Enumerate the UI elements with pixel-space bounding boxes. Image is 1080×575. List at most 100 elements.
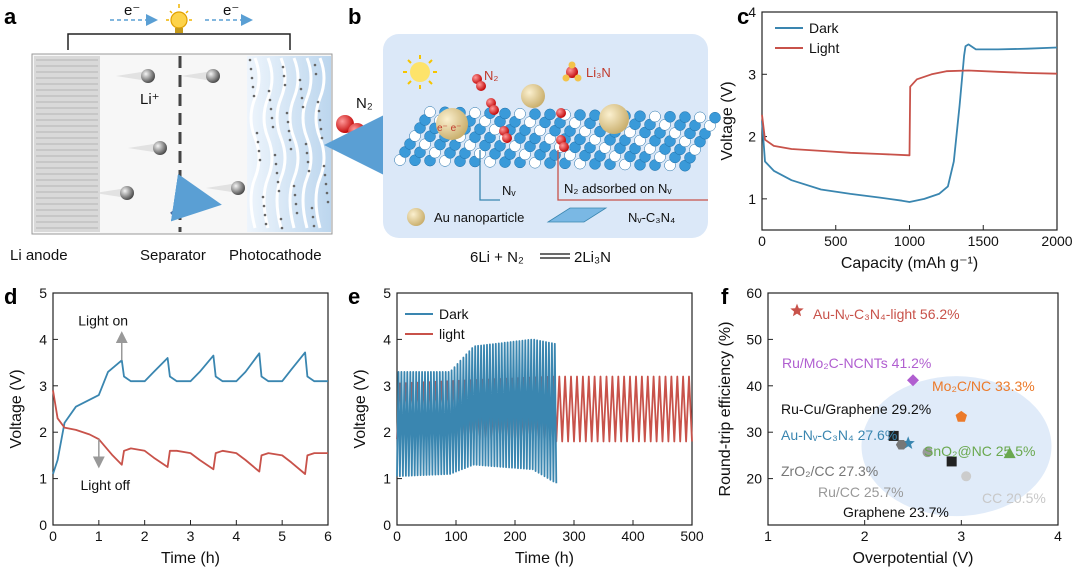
- y-tick-label: 3: [383, 378, 391, 394]
- cathode-particle: [325, 191, 329, 195]
- cathode-particle: [322, 164, 326, 168]
- au-nanoparticle-2: [521, 84, 545, 108]
- point-label: ZrO₂/CC 27.3%: [781, 463, 878, 479]
- electron-label-right: e⁻: [223, 2, 239, 19]
- cathode-particle: [267, 89, 271, 93]
- cathode-particle: [316, 100, 320, 104]
- b-legend-c3n4: Nᵥ-C₃N₄: [628, 210, 675, 225]
- adsorbed-leader-line: [557, 150, 708, 201]
- chart-c: 0 500 1000 1500 2000 1 2 3 4 Capacity (mAh g⁻¹) Vo…: [719, 4, 1073, 272]
- y-tick-label: 4: [748, 4, 756, 20]
- cathode-particle: [320, 136, 324, 140]
- marker-hexagon: [895, 440, 907, 450]
- y-tick-label: 60: [746, 285, 762, 301]
- cathode-particle: [276, 180, 280, 184]
- li-ion-trail: [95, 188, 127, 198]
- y-tick-label: 0: [39, 517, 47, 533]
- cathode-particle: [286, 120, 290, 124]
- x-tick-label: 1: [764, 528, 772, 544]
- cathode-particle: [326, 200, 330, 204]
- x-tick-label: 2: [861, 528, 869, 544]
- cathode-particle: [317, 109, 321, 113]
- marker-circle: [922, 447, 933, 458]
- cathode-particle: [256, 140, 260, 144]
- x-tick-label: 500: [680, 528, 704, 544]
- legend-label-dark: Dark: [439, 306, 470, 322]
- panel-letter-f: f: [721, 284, 729, 309]
- n2-molecule-icon: [336, 115, 366, 141]
- cathode-particle: [275, 171, 279, 175]
- x-tick-label: 100: [444, 528, 468, 544]
- lattice-atom: [589, 109, 601, 122]
- external-wire: [67, 33, 291, 50]
- y-axis-label: Round-trip efficiency (%): [717, 322, 734, 497]
- y-tick-label: 2: [39, 424, 47, 440]
- x-tick-label: 5: [278, 528, 286, 544]
- li-ion-ball: [141, 69, 155, 83]
- plot-frame: [396, 292, 693, 526]
- label-separator: Separator: [140, 247, 206, 264]
- cathode-particle: [310, 206, 314, 210]
- marker-diamond: [907, 374, 919, 387]
- x-tick-label: 1000: [894, 233, 925, 249]
- y-axis-label: Voltage (V): [352, 369, 369, 448]
- cathode-particle: [257, 149, 261, 153]
- cathode-particle: [271, 125, 275, 129]
- cathode-particle: [281, 65, 285, 69]
- x-tick-label: 500: [824, 233, 848, 249]
- chart-f: 1 2 3 4 20 30 40 50 60 Overpotential (V) Round-tri…: [717, 285, 1062, 567]
- li3n-molecule-icon: [562, 61, 582, 82]
- point-label: Ru/Mo₂C-NCNTs 41.2%: [782, 355, 931, 371]
- cathode-particle: [283, 83, 287, 87]
- chart-d: 0 1 2 3 4 5 6 0 1 2 3 4 5 Time (h) Voltage (V) Light on…: [8, 285, 332, 567]
- y-tick-label: 3: [39, 378, 47, 394]
- y-axis-label: Voltage (V): [8, 369, 25, 448]
- c3n4-lattice: [394, 106, 721, 172]
- y-tick-label: 20: [746, 471, 762, 487]
- lattice-atom: [514, 108, 526, 120]
- cathode-particle: [294, 202, 298, 206]
- marker-pentagon: [955, 410, 967, 422]
- lightbulb-icon: [166, 4, 192, 33]
- y-tick-label: 30: [746, 424, 762, 440]
- li-ion-ball: [120, 186, 134, 200]
- cathode-particle: [312, 224, 316, 228]
- label-li-anode: Li anode: [10, 247, 68, 264]
- y-tick-label: 2: [383, 424, 391, 440]
- lattice-atom: [424, 106, 436, 118]
- legend-label-dark: Dark: [809, 20, 840, 36]
- b-nv-label: Nᵥ: [502, 183, 516, 198]
- cathode-particle: [250, 76, 254, 80]
- y-tick-label: 3: [748, 66, 756, 82]
- cathode-fiber: [288, 57, 300, 229]
- legend-au-icon: [407, 208, 425, 226]
- cathode-particle: [248, 58, 252, 62]
- cathode-particle: [255, 131, 259, 135]
- y-tick-label: 4: [39, 331, 47, 347]
- x-axis-label: Capacity (mAh g⁻¹): [841, 255, 978, 272]
- series-line-dark: [396, 338, 558, 484]
- panel-letter-c: c: [737, 4, 749, 29]
- x-tick-label: 2000: [1041, 233, 1072, 249]
- x-tick-label: 0: [393, 528, 401, 544]
- marker-square: [888, 430, 899, 441]
- cathode-particle: [277, 189, 281, 193]
- ion-flow-arrow: [170, 173, 222, 222]
- cathode-particle: [311, 215, 315, 219]
- marker-star: [901, 436, 915, 449]
- x-axis-label: Time (h): [515, 550, 574, 567]
- cathode-particle: [287, 129, 291, 133]
- x-tick-label: 6: [324, 528, 332, 544]
- cluster-halo: [861, 376, 1052, 517]
- cathode-particle: [269, 107, 273, 111]
- cathode-particle: [274, 162, 278, 166]
- lattice-atom: [649, 110, 661, 123]
- cathode-particle: [273, 153, 277, 157]
- x-tick-label: 4: [232, 528, 240, 544]
- cathode-fiber: [314, 57, 326, 229]
- y-tick-label: 1: [383, 471, 391, 487]
- panel-b: b N₂ Li₃N e⁻ e⁻: [348, 4, 721, 266]
- series-line-light: [761, 69, 1058, 157]
- b-li3n-label: Li₃N: [586, 65, 611, 80]
